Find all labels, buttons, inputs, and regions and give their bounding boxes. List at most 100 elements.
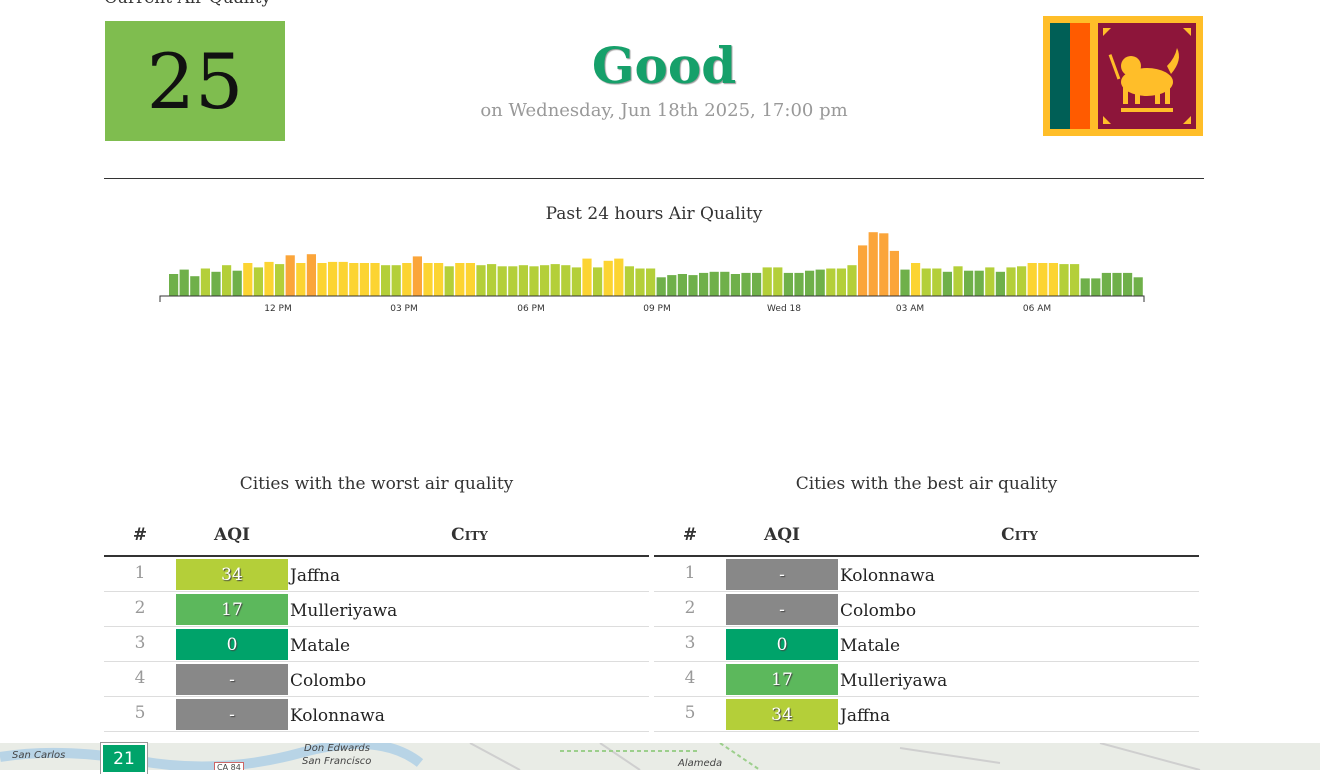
chart-bar[interactable] [476,265,486,296]
city-link[interactable]: Colombo [290,671,367,691]
table-row[interactable]: 1 34 Jaffna [104,557,649,592]
table-row[interactable]: 4 17 Mulleriyawa [654,662,1199,697]
chart-bar[interactable] [455,263,465,296]
chart-bar[interactable] [412,256,422,296]
chart-bar[interactable] [603,260,613,296]
chart-bar[interactable] [624,266,634,296]
chart-bar[interactable] [582,258,592,296]
chart-bar[interactable] [487,264,497,296]
chart-bar[interactable] [328,261,338,296]
chart-bar[interactable] [879,233,889,296]
chart-bar[interactable] [646,268,656,297]
chart-bar[interactable] [836,268,846,297]
chart-bar[interactable] [1101,272,1111,296]
chart-bar[interactable] [222,265,232,296]
chart-bar[interactable] [847,265,857,296]
chart-bar[interactable] [1059,264,1069,296]
header-city[interactable]: City [451,525,488,545]
city-link[interactable]: Jaffna [290,566,341,586]
chart-bar[interactable] [688,275,698,296]
table-row[interactable]: 3 0 Matale [104,627,649,662]
chart-bar[interactable] [921,268,931,297]
chart-bar[interactable] [529,266,539,296]
chart-bar[interactable] [667,275,677,296]
city-link[interactable]: Mulleriyawa [840,671,948,691]
chart-bar[interactable] [677,274,687,296]
chart-bar[interactable] [391,265,401,296]
chart-bar[interactable] [942,271,952,296]
chart-bar[interactable] [200,268,210,297]
chart-bar[interactable] [720,271,730,296]
chart-bar[interactable] [540,265,550,296]
chart-bar[interactable] [1123,272,1133,296]
header-aqi[interactable]: AQI [764,525,800,545]
header-aqi[interactable]: AQI [214,525,250,545]
chart-bar[interactable] [434,263,444,296]
chart-bar[interactable] [868,232,878,296]
chart-bar[interactable] [1027,263,1037,296]
chart-bar[interactable] [211,271,221,296]
chart-bar[interactable] [561,265,571,296]
chart-bar[interactable] [243,263,253,296]
chart-bar[interactable] [381,265,391,296]
chart-bar[interactable] [179,269,189,296]
city-link[interactable]: Mulleriyawa [290,601,398,621]
chart-bar[interactable] [709,271,719,296]
chart-bar[interactable] [730,274,740,296]
chart-bar[interactable] [995,271,1005,296]
chart-bar[interactable] [1080,278,1090,296]
chart-bar[interactable] [889,250,899,296]
chart-bar[interactable] [402,263,412,296]
chart-bar[interactable] [1038,263,1048,296]
chart-bar[interactable] [296,263,306,296]
chart-bar[interactable] [614,258,624,296]
city-link[interactable]: Kolonnawa [290,706,385,726]
map-aqi-marker[interactable]: 21 [101,743,147,774]
chart-bar[interactable] [253,267,263,296]
chart-bar[interactable] [858,245,868,296]
chart-bar[interactable] [285,255,295,296]
chart-bar[interactable] [953,266,963,296]
chart-bar[interactable] [752,272,762,296]
chart-bar[interactable] [974,270,984,296]
header-city[interactable]: City [1001,525,1038,545]
table-row[interactable]: 4 - Colombo [104,662,649,697]
chart-bar[interactable] [370,263,380,296]
chart-bar[interactable] [656,277,666,296]
table-row[interactable]: 5 34 Jaffna [654,697,1199,732]
chart-bar[interactable] [964,270,974,296]
chart-bar[interactable] [815,269,825,296]
chart-bar[interactable] [900,269,910,296]
chart-bar[interactable] [773,267,783,296]
chart-bar[interactable] [794,272,804,296]
chart-bar[interactable] [349,263,359,296]
city-link[interactable]: Jaffna [840,706,891,726]
table-row[interactable]: 2 17 Mulleriyawa [104,592,649,627]
chart-bar[interactable] [1017,266,1027,296]
city-link[interactable]: Matale [290,636,351,656]
chart-bar[interactable] [1112,272,1122,296]
chart-bar[interactable] [465,263,475,296]
chart-bar[interactable] [805,270,815,296]
city-link[interactable]: Colombo [840,601,917,621]
chart-bar[interactable] [264,261,274,296]
chart-bar[interactable] [1006,267,1016,296]
header-rank[interactable]: # [132,525,148,545]
table-row[interactable]: 2 - Colombo [654,592,1199,627]
chart-bar[interactable] [741,272,751,296]
chart-bar[interactable] [762,267,772,296]
city-link[interactable]: Kolonnawa [840,566,935,586]
chart-bar[interactable] [932,268,942,297]
chart-bar[interactable] [359,263,369,296]
chart-bar[interactable] [593,267,603,296]
chart-bar[interactable] [317,263,327,296]
chart-bar[interactable] [1133,277,1143,296]
city-link[interactable]: Matale [840,636,901,656]
chart-bar[interactable] [550,264,560,296]
chart-bar[interactable] [169,274,179,296]
chart-bar[interactable] [232,270,242,296]
chart-bar[interactable] [1048,263,1058,296]
chart-bar[interactable] [508,266,518,296]
chart-bar[interactable] [338,261,348,296]
table-row[interactable]: 5 - Kolonnawa [104,697,649,732]
